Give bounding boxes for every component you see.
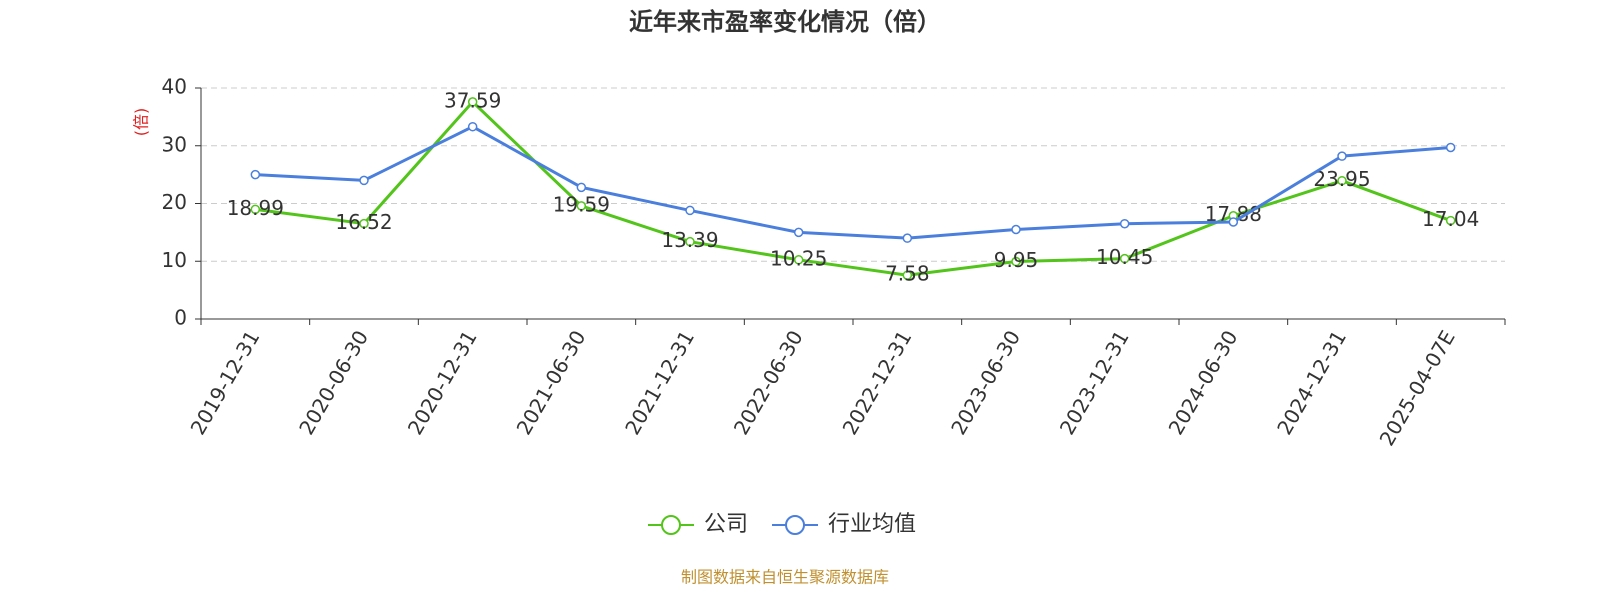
data-label: 13.39 bbox=[661, 228, 718, 252]
point bbox=[1337, 175, 1347, 186]
legend-marker[interactable] bbox=[661, 515, 681, 535]
y-tick-label: 30 bbox=[162, 132, 187, 156]
x-tick-label: 2021-12-31 bbox=[620, 326, 699, 439]
point bbox=[1445, 142, 1456, 153]
point bbox=[467, 97, 478, 107]
data-label: 18.99 bbox=[227, 196, 284, 220]
x-tick-label: 2019-12-31 bbox=[186, 326, 265, 439]
x-tick-label: 2024-12-31 bbox=[1272, 326, 1351, 439]
data-label: 23.95 bbox=[1313, 167, 1370, 191]
x-tick-label: 2021-06-30 bbox=[512, 326, 591, 439]
data-label: 19.59 bbox=[553, 192, 610, 216]
point bbox=[1337, 151, 1347, 161]
x-tick-label: 2024-06-30 bbox=[1164, 326, 1243, 439]
y-tick-label: 20 bbox=[162, 190, 187, 214]
x-tick-label: 2020-06-30 bbox=[294, 326, 373, 439]
data-label: 17.04 bbox=[1422, 207, 1479, 231]
chart-title: 近年来市盈率变化情况（倍） bbox=[629, 8, 941, 36]
point bbox=[1445, 215, 1456, 226]
data-label: 37.59 bbox=[444, 88, 501, 112]
point bbox=[1011, 224, 1021, 235]
y-tick-label: 40 bbox=[162, 75, 187, 99]
point bbox=[1119, 253, 1130, 264]
x-tick-label: 2022-12-31 bbox=[838, 326, 917, 439]
y-tick-label: 10 bbox=[162, 248, 187, 272]
x-tick-label: 2023-12-31 bbox=[1055, 326, 1134, 439]
source-note: 制图数据来自恒生聚源数据库 bbox=[681, 568, 889, 587]
point bbox=[359, 175, 369, 186]
point bbox=[359, 218, 369, 229]
data-label: 16.52 bbox=[335, 210, 392, 234]
data-label: 10.25 bbox=[770, 246, 827, 270]
data-label: 9.95 bbox=[994, 248, 1039, 272]
point bbox=[685, 205, 695, 216]
y-tick-label: 0 bbox=[174, 306, 187, 330]
point bbox=[576, 201, 587, 211]
legend-label[interactable]: 公司 bbox=[704, 512, 748, 537]
point bbox=[793, 255, 804, 265]
point bbox=[1119, 218, 1130, 229]
point bbox=[250, 169, 261, 180]
point bbox=[1228, 217, 1239, 227]
point bbox=[902, 233, 913, 243]
legend-marker[interactable] bbox=[785, 515, 806, 535]
point bbox=[1011, 256, 1021, 267]
legend-label[interactable]: 行业均值 bbox=[828, 512, 916, 537]
point bbox=[902, 270, 913, 280]
x-tick-label: 2025-04-07E bbox=[1375, 326, 1460, 450]
point bbox=[793, 227, 804, 238]
point bbox=[685, 236, 695, 247]
point bbox=[250, 204, 261, 215]
x-tick-label: 2023-06-30 bbox=[946, 326, 1025, 439]
series-line bbox=[255, 99, 1452, 277]
y-axis-label: (倍) bbox=[132, 108, 151, 137]
point bbox=[576, 182, 587, 193]
x-tick-label: 2020-12-31 bbox=[403, 326, 482, 439]
data-label: 10.45 bbox=[1096, 245, 1153, 269]
series-line bbox=[255, 124, 1451, 240]
point bbox=[467, 121, 478, 132]
x-tick-label: 2022-06-30 bbox=[729, 326, 808, 439]
data-label: 7.58 bbox=[885, 262, 930, 286]
